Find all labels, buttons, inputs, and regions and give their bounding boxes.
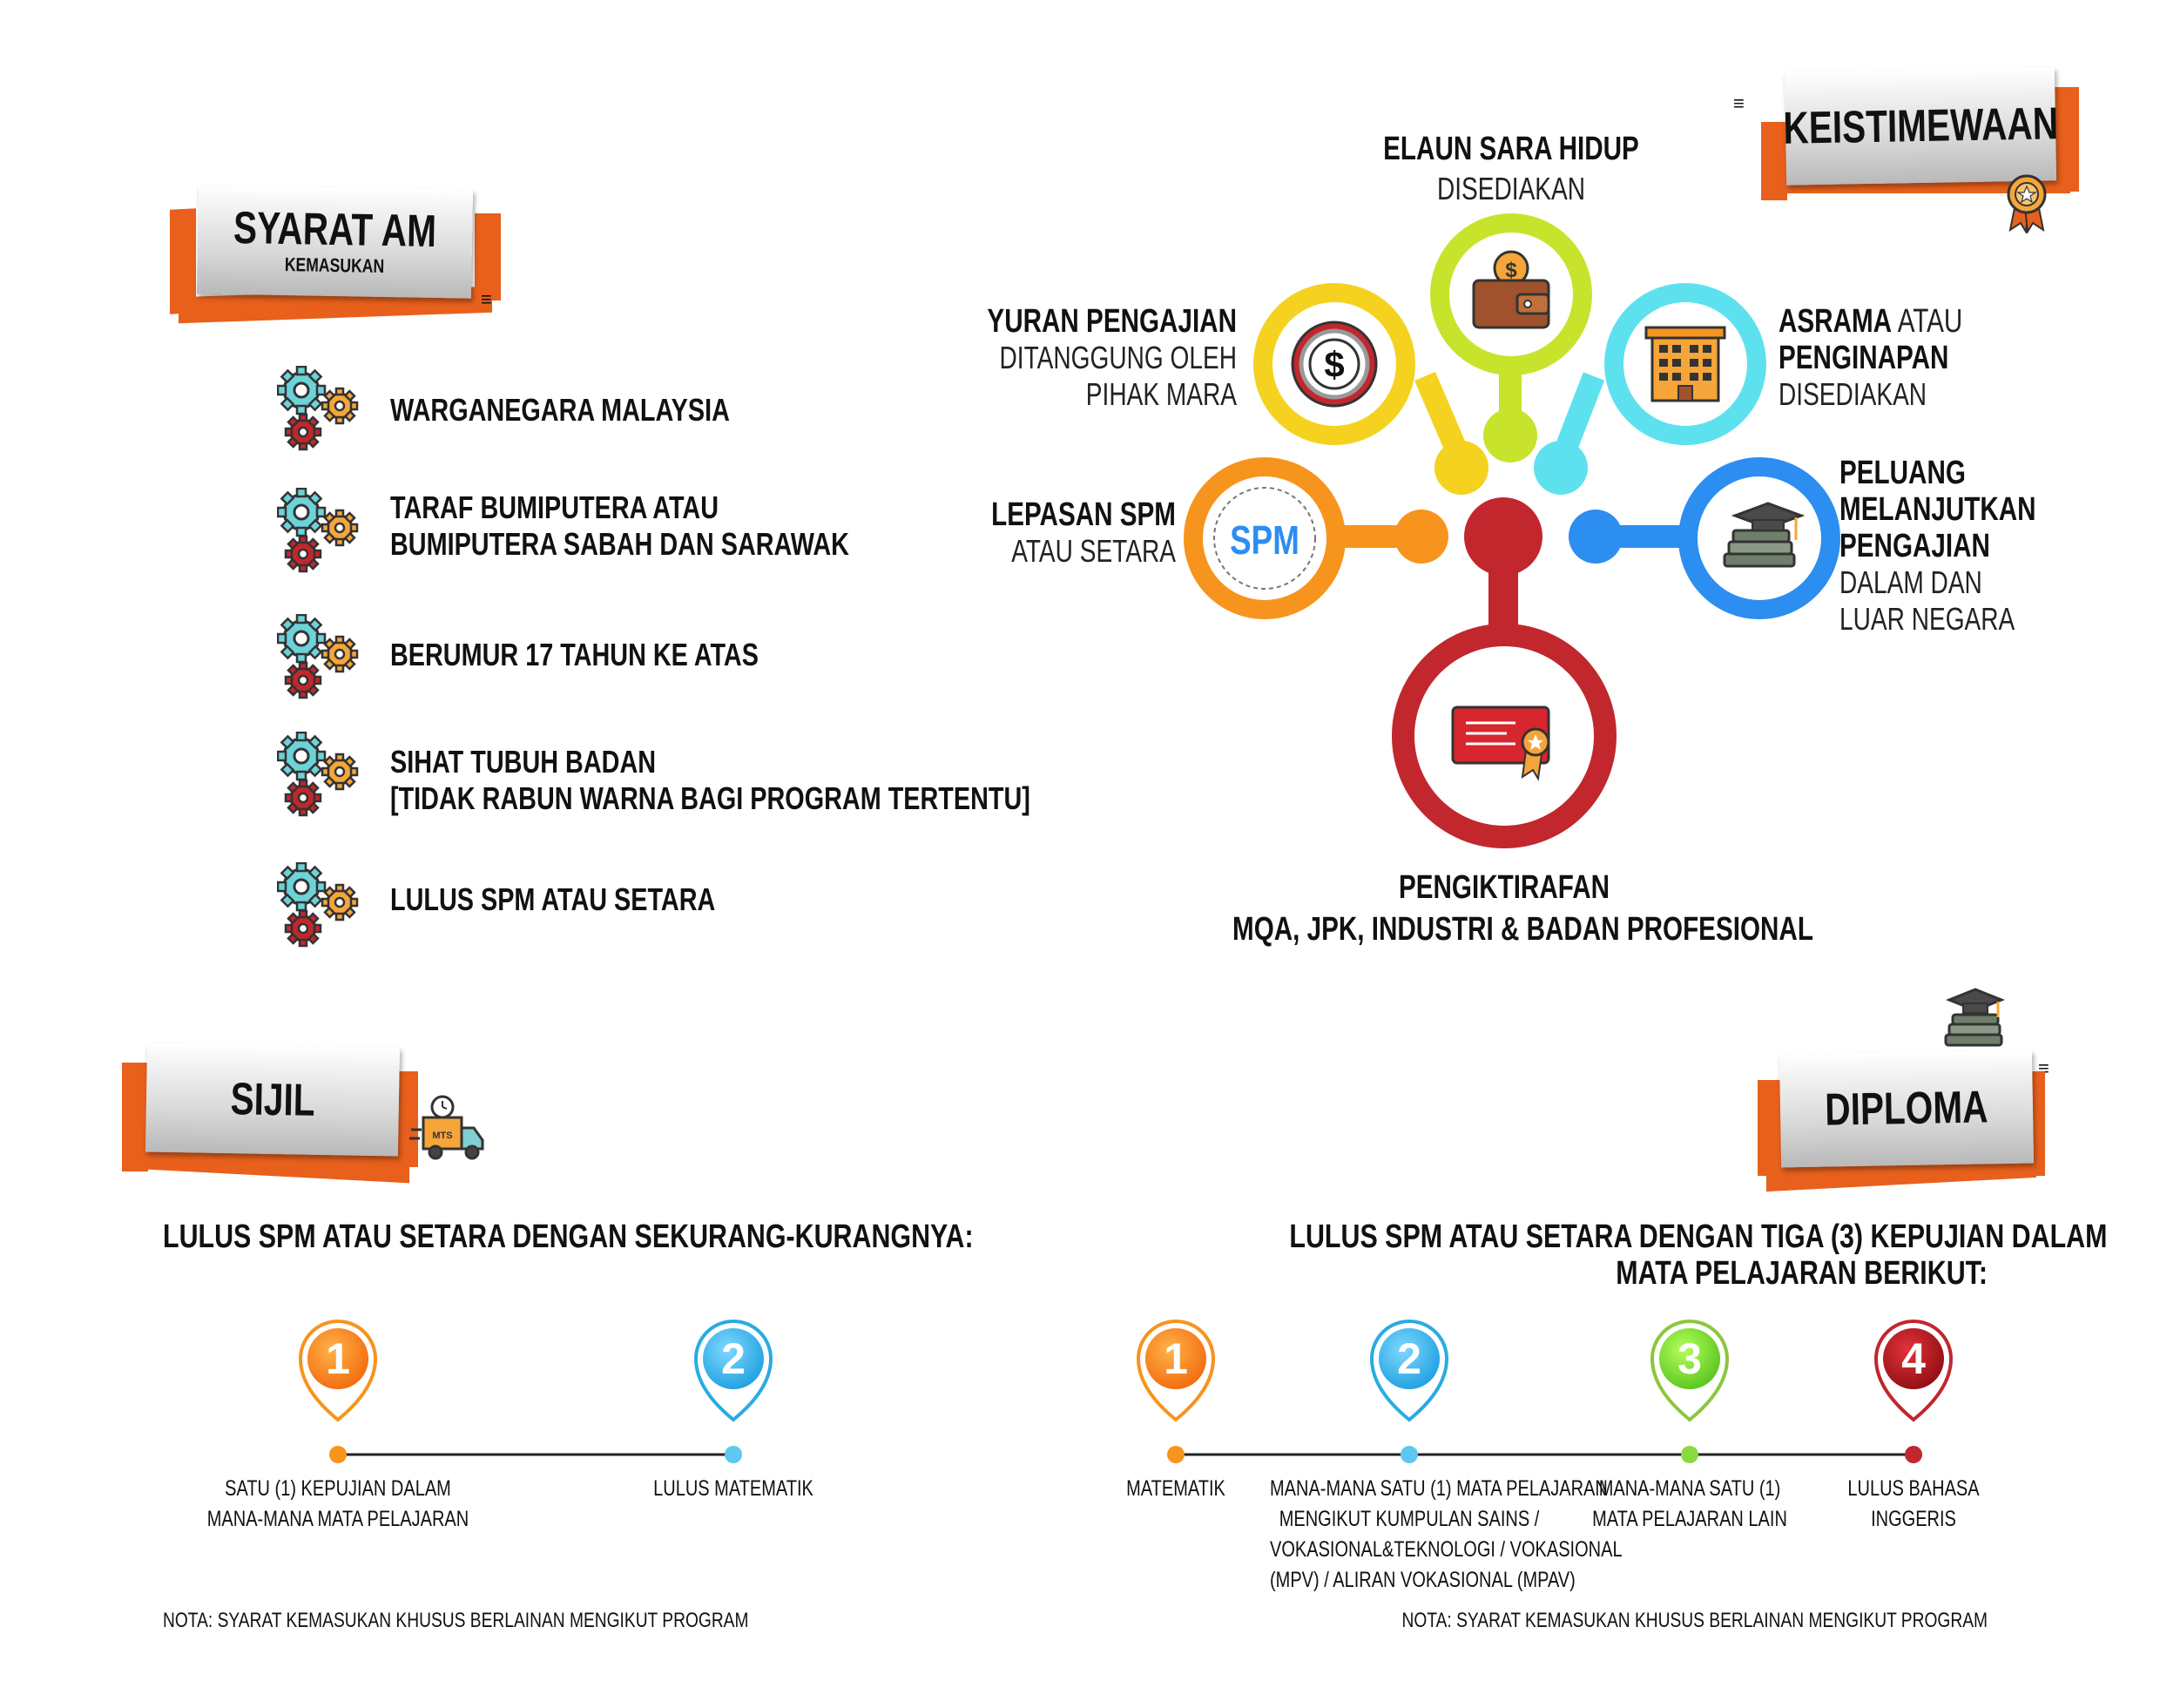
- requirement-text: SIHAT TUBUH BADAN: [390, 744, 657, 780]
- step-caption: LULUS BAHASA: [1847, 1476, 1980, 1501]
- sijil-title: SIJIL: [230, 1073, 315, 1126]
- step-pin: [1369, 1320, 1449, 1463]
- step-pin: [1650, 1320, 1730, 1463]
- sijil-heading: LULUS SPM ATAU SETARA DENGAN SEKURANG-KU…: [163, 1219, 974, 1255]
- asrama-title2: PENGINAPAN: [1779, 340, 1949, 376]
- graduation-books-icon: [1944, 988, 2006, 1047]
- connector-dot: [1434, 441, 1488, 495]
- requirement-text-line2: [TIDAK RABUN WARNA BAGI PROGRAM TERTENTU…: [390, 780, 1030, 816]
- diploma-heading1: LULUS SPM ATAU SETARA DENGAN TIGA (3) KE…: [1289, 1219, 2108, 1255]
- step-number: 1: [1164, 1334, 1188, 1383]
- timelines: [298, 1320, 1954, 1463]
- gears-icon: [277, 614, 359, 699]
- gears-icon: [277, 366, 359, 451]
- step-pin: [693, 1320, 773, 1463]
- certificate-icon: [1451, 705, 1550, 781]
- building-icon: [1644, 326, 1726, 402]
- peluang-sub2: LUAR NEGARA: [1839, 601, 2015, 637]
- sijil-ribbon: SIJIL: [122, 1043, 418, 1189]
- step-caption: LULUS MATEMATIK: [653, 1476, 813, 1501]
- asrama-title: ASRAMA ATAU: [1779, 303, 2050, 340]
- connector-dot: [1483, 408, 1537, 462]
- step-pin: [1136, 1320, 1216, 1463]
- svg-text:$: $: [1505, 259, 1517, 282]
- lepasan-sub: ATAU SETARA: [1011, 533, 1176, 569]
- step-caption: MATEMATIK: [1126, 1476, 1225, 1501]
- gears-icon: [277, 862, 359, 948]
- step-caption: INGGERIS: [1871, 1507, 1956, 1531]
- gears-icon: [277, 732, 359, 817]
- diploma-ribbon: DIPLOMA: [1758, 1045, 2045, 1193]
- peluang-title2: MELANJUTKAN: [1839, 491, 2036, 528]
- connector-dot: [1534, 441, 1588, 495]
- step-number: 2: [721, 1334, 746, 1383]
- pengiktirafan-title: PENGIKTIRAFAN: [1398, 869, 1610, 906]
- yuran-sub1: DITANGGUNG OLEH: [999, 340, 1237, 375]
- step-number: 2: [1397, 1334, 1421, 1383]
- spm-badge-text: SPM: [1230, 517, 1299, 563]
- yuran-title: YURAN PENGAJIAN: [987, 303, 1237, 340]
- lepasan-title: LEPASAN SPM: [991, 496, 1176, 533]
- diploma-title: DIPLOMA: [1824, 1082, 1988, 1136]
- step-caption: SATU (1) KEPUJIAN DALAM: [225, 1476, 451, 1501]
- gears-icon: [277, 488, 359, 573]
- benefits-diagram: $ $ SPM: [1184, 213, 1840, 848]
- step-caption: VOKASIONAL&TEKNOLOGI / VOKASIONAL: [1270, 1537, 1623, 1562]
- menu-icon[interactable]: ≡: [481, 288, 492, 310]
- diploma-note: NOTA: SYARAT KEMASUKAN KHUSUS BERLAINAN …: [1401, 1609, 1988, 1632]
- step-caption: (MPV) / ALIRAN VOKASIONAL (MPAV): [1270, 1568, 1576, 1592]
- asrama-title-bold: ASRAMA: [1779, 303, 1893, 340]
- connector-dot: [1569, 510, 1623, 564]
- syarat-am-title: SYARAT AM: [233, 202, 437, 257]
- requirement-text-line2: BUMIPUTERA SABAH DAN SARAWAK: [390, 526, 849, 562]
- award-medal-icon: [2007, 174, 2047, 233]
- step-caption: MANA-MANA SATU (1): [1598, 1476, 1781, 1501]
- connector-dot: [1464, 497, 1542, 576]
- requirement-text: LULUS SPM ATAU SETARA: [390, 881, 716, 917]
- svg-text:MTS: MTS: [432, 1131, 452, 1141]
- pengiktirafan-sub: MQA, JPK, INDUSTRI & BADAN PROFESIONAL: [1232, 911, 1813, 948]
- step-caption: MENGIKUT KUMPULAN SAINS /: [1279, 1507, 1540, 1531]
- syarat-am-subtitle: KEMASUKAN: [284, 253, 385, 277]
- step-number: 1: [326, 1334, 350, 1383]
- svg-text:$: $: [1324, 344, 1344, 385]
- step-number: 4: [1901, 1334, 1926, 1383]
- connector-dot: [1394, 510, 1448, 564]
- sijil-note: NOTA: SYARAT KEMASUKAN KHUSUS BERLAINAN …: [163, 1609, 749, 1632]
- asrama-sub: DISEDIAKAN: [1779, 376, 1927, 412]
- step-pin: [298, 1320, 378, 1463]
- requirement-text: WARGANEGARA MALAYSIA: [390, 392, 730, 428]
- delivery-truck-icon: MTS: [409, 1095, 484, 1160]
- asrama-title-rest: ATAU: [1892, 303, 1963, 340]
- step-caption: MANA-MANA SATU (1) MATA PELAJARAN: [1270, 1476, 1608, 1501]
- yuran-sub2: PIHAK MARA: [1085, 376, 1237, 412]
- peluang-title1: PELUANG: [1839, 455, 1966, 491]
- graduation-books-icon: [1723, 502, 1806, 568]
- diploma-heading2: MATA PELAJARAN BERIKUT:: [1616, 1255, 1988, 1292]
- step-pin: [1873, 1320, 1954, 1463]
- step-number: 3: [1677, 1334, 1702, 1383]
- step-caption: MATA PELAJARAN LAIN: [1592, 1507, 1787, 1531]
- syarat-am-ribbon: SYARAT AM KEMASUKAN: [170, 185, 501, 327]
- requirement-text: BERUMUR 17 TAHUN KE ATAS: [390, 637, 759, 672]
- peluang-title3: PENGAJIAN: [1839, 528, 1990, 564]
- step-caption: MANA-MANA MATA PELAJARAN: [206, 1507, 469, 1531]
- elaun-sub: DISEDIAKAN: [1436, 171, 1586, 206]
- requirement-text: TARAF BUMIPUTERA ATAU: [390, 489, 719, 525]
- keistimewaan-title: KEISTIMEWAAN: [1782, 98, 2059, 154]
- dollar-coin-icon: $: [1291, 321, 1378, 408]
- elaun-title: ELAUN SARA HIDUP: [1383, 131, 1639, 167]
- menu-icon[interactable]: ≡: [1733, 92, 1745, 114]
- peluang-sub1: DALAM DAN: [1839, 564, 1982, 600]
- wallet-icon: $: [1472, 250, 1550, 329]
